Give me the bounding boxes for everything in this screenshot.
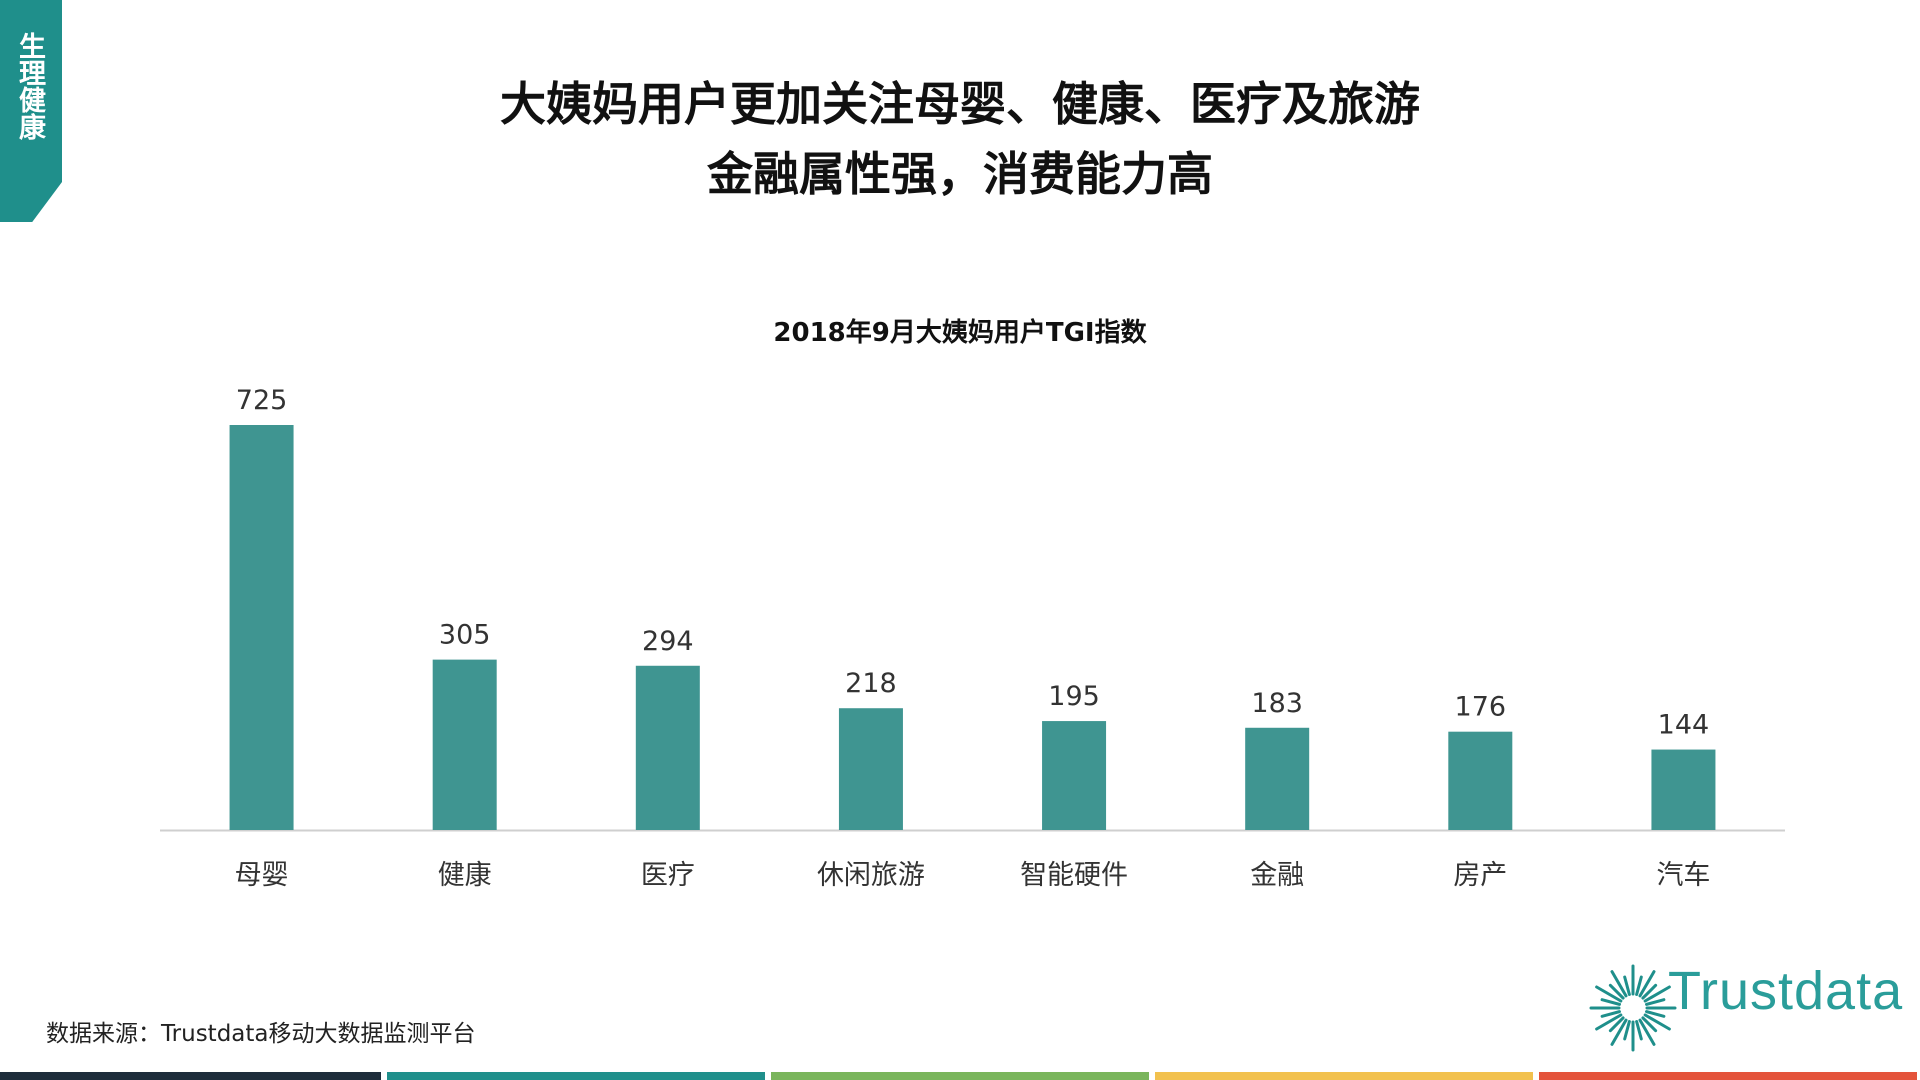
strip-segment-2	[771, 1072, 1149, 1080]
category-label-4: 智能硬件	[1020, 860, 1128, 891]
bar-5	[1245, 727, 1310, 830]
side-tab-label: 生理健康	[14, 32, 45, 140]
data-label-1: 305	[439, 620, 491, 651]
strip-segment-1	[387, 1072, 765, 1080]
bar-7	[1651, 749, 1716, 830]
bar-1	[432, 659, 497, 830]
data-label-3: 218	[845, 668, 897, 699]
data-label-4: 195	[1048, 681, 1100, 712]
category-label-2: 医疗	[641, 860, 695, 891]
bar-4	[1042, 721, 1107, 830]
bar-2	[635, 665, 700, 830]
logo-text: Trustdata	[1668, 961, 1904, 1021]
side-tab: 生理健康	[0, 0, 62, 222]
bar-3	[838, 708, 903, 830]
bar-0	[229, 425, 294, 830]
category-label-0: 母婴	[235, 860, 289, 891]
category-label-1: 健康	[438, 860, 492, 891]
strip-segment-4	[1539, 1072, 1917, 1080]
data-label-7: 144	[1658, 710, 1710, 741]
trustdata-logo: Trustdata	[1588, 952, 1902, 1060]
category-label-6: 房产	[1453, 860, 1507, 891]
data-label-0: 725	[236, 385, 288, 416]
page-subtitle: 金融属性强，消费能力高	[707, 147, 1213, 201]
data-source-note: 数据来源：Trustdata移动大数据监测平台	[46, 1021, 476, 1047]
strip-segment-3	[1155, 1072, 1533, 1080]
data-label-5: 183	[1251, 688, 1303, 719]
chart-title: 2018年9月大姨妈用户TGI指数	[773, 318, 1147, 348]
bar-6	[1448, 731, 1513, 830]
page-title: 大姨妈用户更加关注母婴、健康、医疗及旅游	[500, 77, 1420, 131]
category-label-5: 金融	[1250, 860, 1304, 891]
data-label-6: 176	[1455, 692, 1507, 723]
category-label-7: 汽车	[1656, 860, 1710, 891]
bar-chart: 725 母婴 305 健康 294 医疗 218 休闲旅游 195 智能硬件 183 金融 176 房产 1…	[160, 385, 1785, 891]
starburst-icon	[1589, 964, 1677, 1052]
category-label-3: 休闲旅游	[817, 860, 925, 891]
strip-segment-0	[0, 1072, 381, 1080]
data-label-2: 294	[642, 626, 694, 657]
